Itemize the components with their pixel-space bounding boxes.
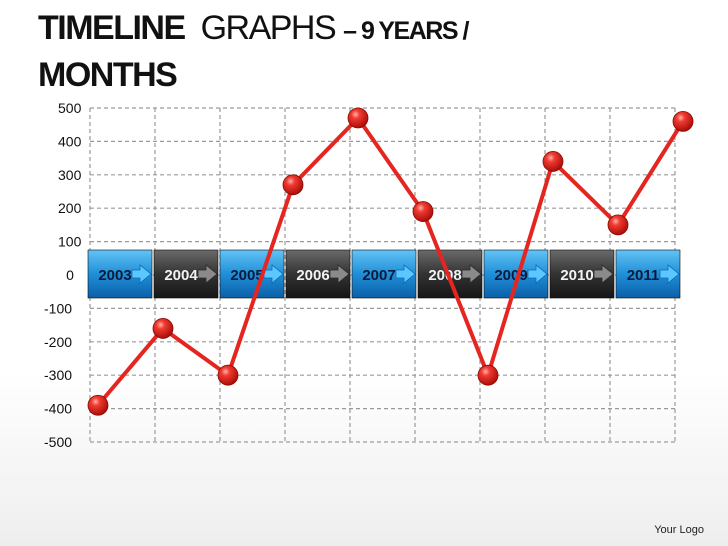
category-label: 2004	[164, 267, 198, 284]
data-point-marker	[673, 111, 693, 131]
y-tick-label: 400	[58, 133, 82, 149]
timeline-segment-2010: 2010	[550, 250, 614, 298]
y-tick-label: 300	[58, 167, 82, 183]
category-label: 2011	[627, 267, 660, 284]
y-tick-label: -400	[44, 401, 72, 417]
timeline-segment-2003: 2003	[88, 250, 152, 298]
data-point-marker	[218, 365, 238, 385]
category-label: 2010	[560, 267, 593, 284]
category-label: 2007	[362, 267, 395, 284]
category-label: 2006	[296, 267, 329, 284]
y-axis-ticks: 500 400 300 200 100 0 -100 -200 -300 -400 -500	[44, 100, 82, 450]
y-tick-label: -100	[44, 300, 72, 316]
y-tick-label: 100	[58, 234, 82, 250]
timeline-segment-2009: 2009	[484, 250, 548, 298]
data-point-marker	[413, 202, 433, 222]
data-point-marker	[608, 215, 628, 235]
timeline-segment-2008: 2008	[418, 250, 482, 298]
timeline-segment-2005: 2005	[220, 250, 284, 298]
y-tick-label: 200	[58, 200, 82, 216]
timeline-segment-2006: 2006	[286, 250, 350, 298]
data-point-marker	[348, 108, 368, 128]
y-tick-label: -200	[44, 334, 72, 350]
category-label: 2003	[98, 267, 131, 284]
data-point-marker	[283, 175, 303, 195]
timeline-segment-2011: 2011	[616, 250, 680, 298]
timeline-segment-2007: 2007	[352, 250, 416, 298]
data-point-marker	[478, 365, 498, 385]
y-tick-label: 500	[58, 100, 82, 116]
footer-logo: Your Logo	[654, 524, 704, 536]
y-tick-label: -300	[44, 367, 72, 383]
y-tick-label: -500	[44, 434, 72, 450]
y-tick-label: 0	[66, 267, 74, 283]
category-label: 2009	[494, 267, 527, 284]
data-point-marker	[88, 395, 108, 415]
timeline-band: 2003 2004 2005 2006 2007 2008 2009 2010 2011	[88, 250, 680, 298]
data-point-marker	[153, 318, 173, 338]
timeline-segment-2004: 2004	[154, 250, 218, 298]
data-point-marker	[543, 151, 563, 171]
